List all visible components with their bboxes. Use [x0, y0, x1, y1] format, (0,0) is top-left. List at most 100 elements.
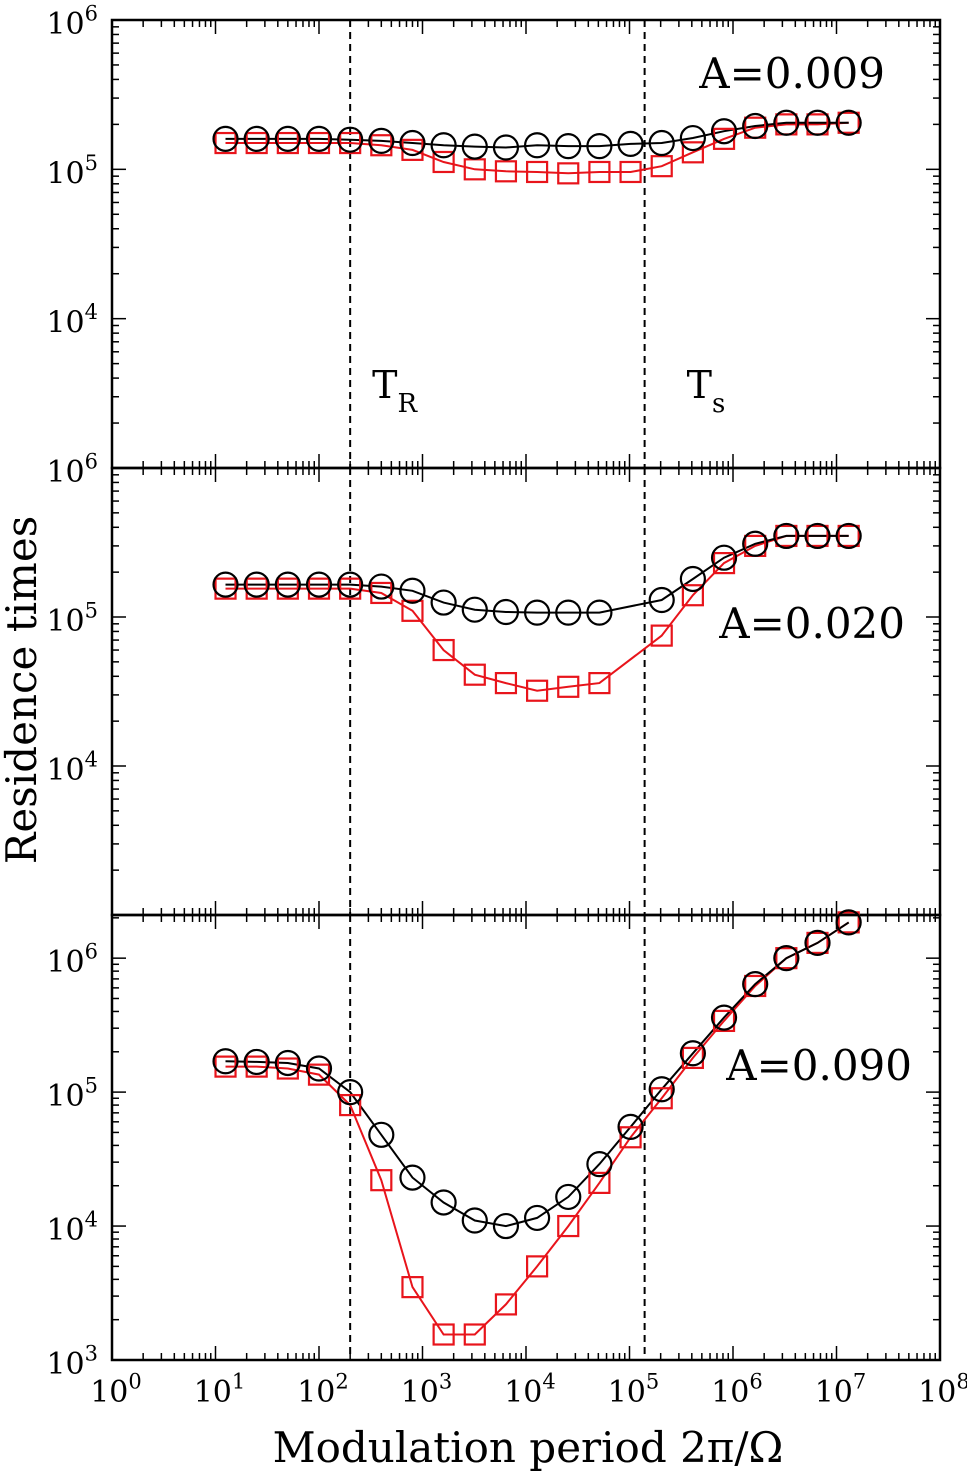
y-tick-label: 105 — [46, 1074, 98, 1115]
square-marker — [307, 577, 331, 600]
panel-annotation: A=0.009 — [698, 49, 885, 98]
panel-2: 106 105 104 A=0.020 — [46, 450, 942, 917]
x-tick-labels: 100 101 102 103 104 105 106 107 108 — [90, 1370, 967, 1411]
circle-marker — [648, 129, 675, 157]
x-tick-label: 100 — [90, 1370, 142, 1411]
circle-marker — [555, 1183, 582, 1211]
circle-marker — [212, 125, 239, 152]
panels-layer: 106105104A=0.009106105104A=0.02010610510… — [46, 2, 942, 1383]
circle-marker — [523, 1204, 551, 1232]
circle-marker — [274, 1049, 301, 1077]
circle-marker — [523, 132, 551, 159]
circle-marker — [586, 599, 613, 626]
square-marker — [588, 672, 611, 695]
square-marker — [681, 141, 704, 164]
square-marker — [307, 131, 331, 155]
vline-label-s: Ts — [687, 363, 726, 419]
y-tick-label: 104 — [46, 1208, 98, 1249]
y-tick-label: 106 — [46, 2, 98, 43]
circle-marker — [492, 134, 520, 161]
square-marker — [432, 638, 455, 662]
square-marker — [245, 577, 268, 600]
x-tick-label: 102 — [297, 1370, 349, 1411]
square-marker — [837, 111, 860, 134]
circle-marker — [742, 112, 769, 140]
circle-marker — [430, 1189, 457, 1216]
square-marker — [588, 1171, 611, 1194]
circle-marker — [274, 125, 301, 152]
vline-label-R: TR — [372, 363, 418, 419]
y-tick-label: 106 — [46, 450, 98, 491]
square-marker — [214, 577, 237, 600]
square-marker — [494, 672, 518, 695]
square-marker — [370, 134, 393, 157]
square-marker — [557, 1214, 580, 1238]
circle-marker — [212, 571, 239, 598]
circle-marker — [835, 909, 862, 936]
y-tick-label: 105 — [46, 599, 98, 640]
circle-marker — [710, 118, 738, 145]
circle-marker — [305, 571, 333, 598]
circle-marker — [835, 109, 862, 136]
circle-marker — [617, 130, 644, 158]
panel-annotation: A=0.090 — [725, 1041, 912, 1090]
x-tick-label: 104 — [504, 1370, 556, 1411]
circle-marker — [399, 577, 426, 604]
square-marker — [276, 577, 299, 600]
circle-marker — [710, 544, 738, 571]
circle-marker — [648, 586, 675, 614]
circle-marker — [555, 599, 582, 626]
circle-marker — [773, 522, 800, 550]
square-marker — [775, 947, 798, 970]
circle-marker — [586, 1151, 613, 1178]
circle-marker — [337, 571, 364, 598]
square-marker — [650, 1087, 673, 1110]
y-tick-label: 103 — [46, 1342, 98, 1383]
square-marker — [245, 131, 268, 155]
circle-marker — [679, 1040, 706, 1067]
square-marker — [525, 160, 549, 184]
square-marker — [432, 1323, 455, 1346]
circle-marker — [461, 1207, 488, 1234]
circle-marker — [773, 109, 800, 136]
circle-marker — [305, 1055, 333, 1082]
square-marker — [494, 1293, 518, 1316]
circle-marker — [617, 1113, 644, 1140]
circle-marker — [430, 589, 457, 616]
panel-annotation: A=0.020 — [718, 599, 905, 648]
square-marker — [650, 624, 673, 647]
y-tick-label: 106 — [46, 940, 98, 981]
panel-frame — [110, 913, 942, 1362]
square-marker — [214, 131, 237, 155]
circle-marker — [212, 1048, 239, 1075]
circle-marker — [243, 571, 270, 598]
square-marker — [463, 1323, 486, 1346]
square-marker — [339, 131, 362, 155]
square-marker — [276, 131, 299, 155]
circle-marker — [835, 522, 862, 550]
circle-marker — [243, 125, 270, 152]
circle-marker — [461, 596, 488, 623]
square-marker — [650, 155, 673, 178]
circle-marker — [492, 598, 520, 626]
square-marker — [775, 524, 798, 548]
square-marker — [837, 524, 860, 548]
square-marker — [806, 524, 829, 548]
x-tick-label: 105 — [608, 1370, 660, 1411]
square-marker — [339, 1093, 362, 1117]
circle-marker — [337, 1079, 364, 1106]
circle-marker — [804, 929, 831, 956]
square-marker — [494, 160, 518, 183]
panel-1: 106 105 104 A=0.009 — [46, 2, 942, 470]
x-tick-label: 103 — [401, 1370, 453, 1411]
square-marker — [712, 1009, 736, 1033]
square-marker — [432, 150, 455, 174]
circle-marker — [710, 1004, 738, 1031]
circle-marker — [804, 109, 831, 136]
y-tick-label: 104 — [46, 300, 98, 341]
square-marker — [681, 584, 704, 607]
circle-marker — [430, 132, 457, 159]
square-marker — [463, 663, 486, 686]
circle-marker — [368, 573, 395, 600]
x-tick-label: 107 — [815, 1370, 867, 1411]
